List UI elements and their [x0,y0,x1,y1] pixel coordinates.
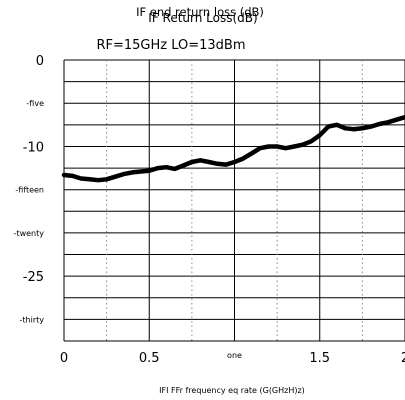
plot-frame [63,60,405,342]
chart-title: IF Return Loss(dB) [148,11,257,25]
chart-subtitle: RF=15GHz LO=13dBm [96,38,245,53]
y-tick-label: -25 [23,270,44,285]
x-tick-label: 0.5 [139,351,160,366]
x-tick-label: 1.5 [309,351,330,366]
chart-title-overlay: IF end return loss (dB) [136,5,264,19]
tick-labels: 0 -five -10 -fifteen -twenty -25 -thirty 0 0.5 on… [14,54,405,366]
x-tick-label: 2 [401,351,405,366]
x-tick-label: one [227,351,242,360]
y-tick-label: -twenty [14,229,45,238]
x-axis-label: IFI FFr frequency eq rate (G(GHzH)z) [159,386,305,395]
series-line [61,114,405,183]
x-tick-label: 0 [60,351,68,366]
y-tick-label: -10 [23,140,44,155]
y-tick-label: 0 [36,54,44,69]
y-tick-label: -five [26,99,44,108]
y-tick-label: -fifteen [15,186,44,195]
y-tick-label: -thirty [20,315,45,324]
series-layer [61,114,405,183]
